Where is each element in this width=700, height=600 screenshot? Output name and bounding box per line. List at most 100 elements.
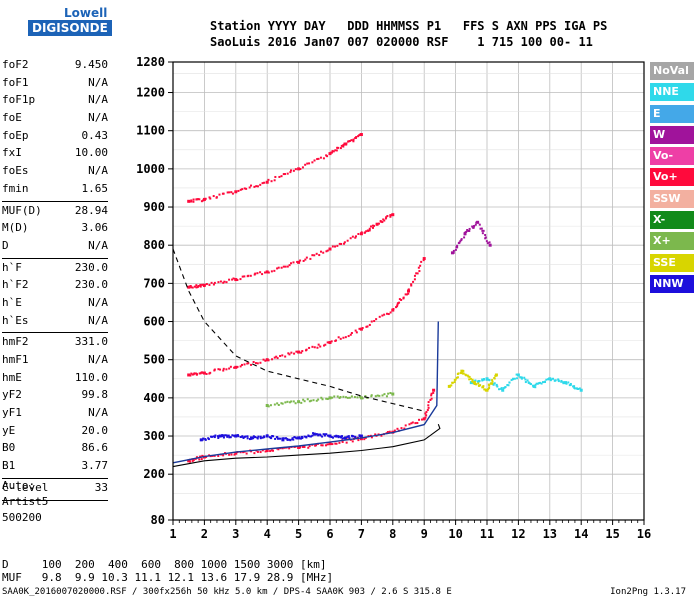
param-row: B1 3.77 [2, 459, 108, 477]
param-name: hmF1 [2, 353, 29, 366]
echo-point [482, 385, 485, 388]
echo-point [323, 344, 326, 347]
param-value: 28.94 [74, 203, 108, 217]
echo-point [460, 238, 463, 241]
echo-point [218, 193, 221, 196]
echo-point [248, 438, 251, 441]
echo-point [190, 372, 193, 375]
artist-info: Auto: Artist5 500200 [2, 478, 48, 526]
echo-point [308, 346, 311, 349]
echo-point [364, 436, 367, 439]
echo-point [289, 439, 292, 442]
echo-point [222, 436, 225, 439]
echo-point [205, 283, 208, 286]
echo-point [572, 385, 575, 388]
echo-point [360, 231, 363, 234]
echo-point [231, 192, 234, 195]
echo-point [472, 226, 475, 229]
echo-point [293, 436, 296, 439]
echo-point [198, 198, 201, 201]
echo-point [199, 438, 203, 442]
echo-point [230, 191, 233, 194]
param-name: foEs [2, 164, 29, 178]
echo-point [222, 192, 225, 195]
echo-point [217, 368, 220, 371]
echo-point [310, 435, 313, 438]
trace-vo- [187, 133, 363, 203]
echo-point [326, 155, 329, 158]
echo-point [218, 434, 222, 438]
echo-point [470, 381, 473, 384]
echo-point [286, 438, 289, 441]
echo-point [344, 336, 347, 339]
muf-row: MUF 9.8 9.9 10.3 11.1 12.1 13.6 17.9 28.… [2, 571, 334, 584]
echo-point [422, 417, 426, 421]
echo-point [267, 359, 270, 362]
echo-point [455, 376, 458, 379]
x-tick-label: 12 [511, 527, 525, 541]
echo-point [228, 436, 231, 439]
y-tick-label: 800 [143, 238, 165, 252]
echo-point [265, 404, 269, 407]
echo-point [460, 372, 463, 375]
echo-point [473, 225, 476, 228]
echo-point [270, 270, 273, 273]
echo-point [363, 231, 366, 234]
legend-item-sse: SSE [650, 253, 694, 272]
logo-line2: DIGISONDE [28, 20, 112, 36]
echo-point [374, 433, 377, 436]
echo-point [389, 392, 392, 395]
echo-point [370, 436, 373, 439]
echo-point [368, 229, 371, 232]
echo-point [383, 313, 386, 316]
echo-point [318, 254, 321, 257]
y-tick-label: 1100 [136, 124, 165, 138]
x-tick-label: 5 [295, 527, 302, 541]
echo-point [370, 320, 373, 323]
echo-point [573, 385, 576, 388]
param-value: 230.0 [74, 278, 108, 292]
echo-point [377, 222, 380, 225]
trace-vo- [187, 213, 395, 289]
echo-point [368, 227, 371, 230]
echo-point [201, 283, 204, 286]
echo-point [193, 372, 196, 375]
echo-point [242, 437, 245, 440]
echo-point [281, 438, 285, 442]
polarization-legend: NoVal NNE E W Vo- Vo+ SSW X- X+ SSE NNW [650, 62, 694, 296]
echo-point [226, 435, 229, 438]
echo-point [393, 429, 396, 432]
param-value: 230.0 [74, 260, 108, 274]
param-value: N/A [88, 406, 108, 420]
echo-point [239, 365, 242, 368]
echo-point [261, 449, 264, 452]
echo-point [569, 382, 572, 385]
y-tick-label: 500 [143, 353, 165, 367]
echo-point [267, 178, 270, 181]
echo-point [384, 217, 387, 220]
legend-item-x-: X+ [650, 232, 694, 251]
param-value: 0.43 [81, 128, 109, 142]
echo-point [540, 382, 543, 385]
echo-point [200, 200, 203, 203]
echo-point [266, 434, 269, 437]
echo-point [534, 383, 537, 386]
echo-point [307, 446, 310, 449]
echo-point [358, 134, 361, 137]
echo-point [410, 422, 413, 425]
echo-point [417, 266, 420, 269]
echo-point [463, 236, 466, 239]
echo-point [319, 433, 322, 436]
param-value: N/A [88, 313, 108, 327]
echo-point [386, 431, 389, 434]
echo-point [480, 227, 483, 230]
echo-point [228, 453, 231, 456]
echo-point [252, 361, 255, 364]
echo-point [516, 377, 519, 380]
echo-point [337, 436, 340, 439]
y-tick-label: 200 [143, 467, 165, 481]
echo-point [297, 260, 301, 264]
echo-point [479, 227, 482, 230]
echo-point [299, 259, 302, 262]
echo-point [346, 396, 349, 399]
